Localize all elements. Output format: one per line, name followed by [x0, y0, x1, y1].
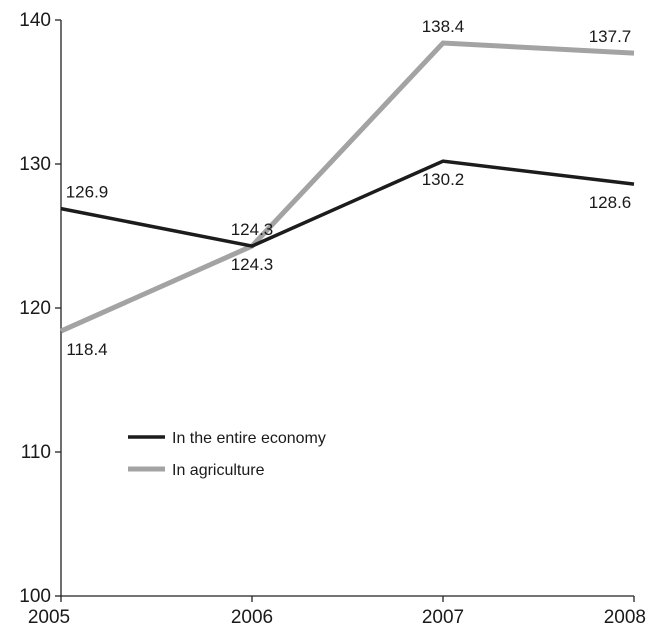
x-tick-label: 2008: [604, 607, 646, 628]
data-label: 130.2: [422, 170, 465, 189]
axes: 100 110 120 130 140 2005 2006 2007 2008: [19, 10, 646, 628]
x-tick-label: 2007: [422, 607, 464, 628]
legend-label: In agriculture: [172, 462, 265, 479]
data-label: 118.4: [66, 340, 107, 359]
y-tick-label: 100: [19, 586, 51, 607]
legend-label: In the entire economy: [172, 430, 326, 447]
y-tick-label: 110: [21, 442, 51, 463]
x-tick-label: 2005: [28, 607, 70, 628]
series-line-entire-economy: [60, 159, 635, 248]
series-line-agriculture: [59, 40, 635, 334]
legend: In the entire economy In agriculture: [128, 430, 326, 479]
data-label: 124.3: [231, 220, 274, 239]
data-label: 126.9: [66, 183, 109, 202]
data-labels: 126.9 124.3 130.2 128.6 118.4 124.3 138.4 137.7: [66, 17, 632, 359]
data-label: 137.7: [589, 27, 632, 46]
series-lines: [59, 40, 635, 334]
y-tick-label: 130: [19, 154, 51, 175]
data-label: 128.6: [589, 193, 632, 212]
data-label: 138.4: [422, 17, 465, 36]
y-tick-label: 120: [19, 298, 51, 319]
data-label: 124.3: [231, 255, 274, 274]
y-tick-label: 140: [19, 10, 51, 31]
x-tick-label: 2006: [231, 607, 273, 628]
